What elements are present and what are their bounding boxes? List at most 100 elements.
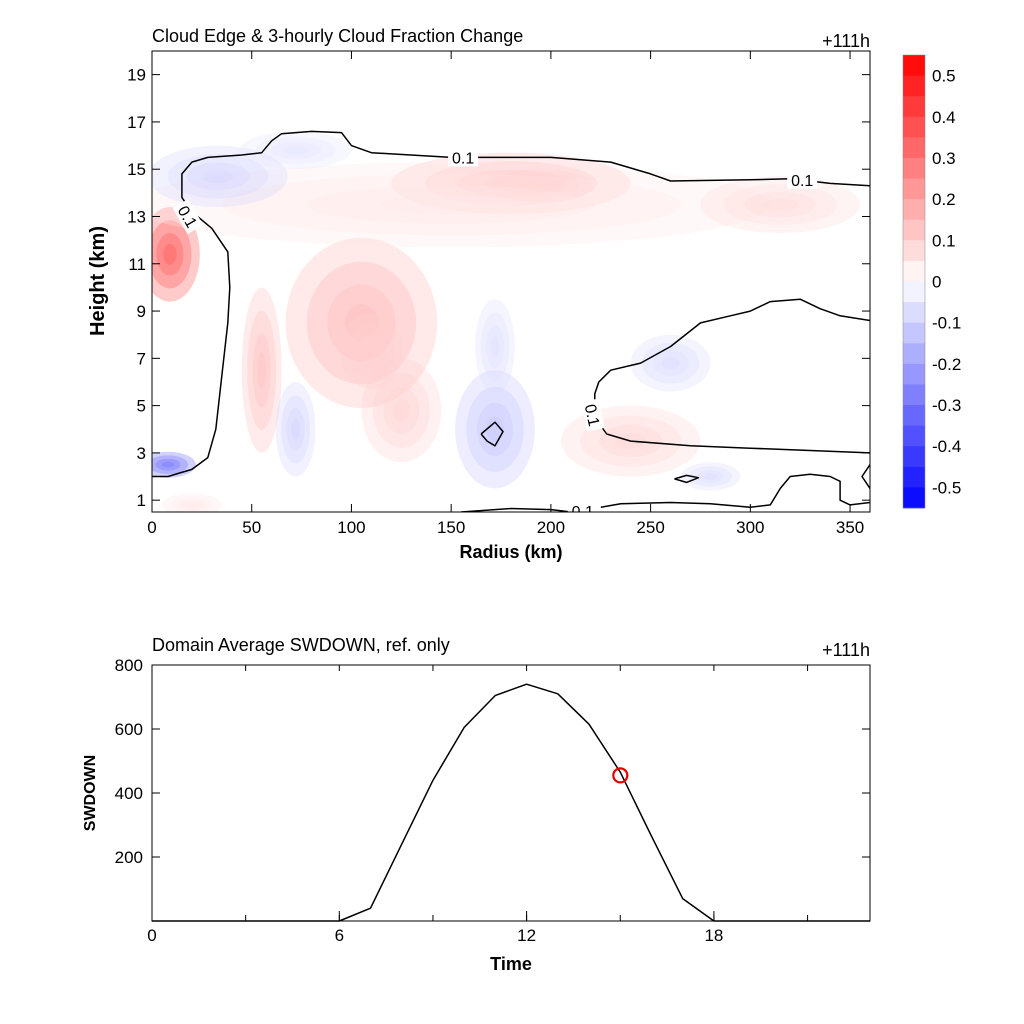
field-blob-5-1 bbox=[503, 173, 579, 198]
colorbar-label-4: 0.1 bbox=[932, 231, 956, 250]
field-blob-14-2 bbox=[270, 141, 321, 159]
line-chart-y-tick-label-1: 400 bbox=[115, 784, 143, 803]
field-blob-0-1 bbox=[306, 261, 416, 385]
contour-label-text-1: 0.1 bbox=[791, 173, 813, 190]
heatmap-y-tick-label-0: 1 bbox=[137, 491, 146, 510]
field-blob-7-0 bbox=[152, 162, 771, 248]
field-blob-11-2 bbox=[477, 402, 513, 456]
field-blob-10-3 bbox=[185, 502, 199, 508]
field-blob-5-2 bbox=[517, 178, 565, 194]
field-blob-13-2 bbox=[186, 162, 250, 191]
line-chart-frame bbox=[151, 664, 871, 922]
field-blob-4-1 bbox=[424, 161, 598, 206]
heatmap-x-tick-label-3: 150 bbox=[437, 518, 465, 537]
field-blob-6-1 bbox=[152, 220, 192, 289]
line-chart-x-tick-label-1: 6 bbox=[335, 926, 344, 945]
line-chart-y-tick-label-2: 600 bbox=[115, 720, 143, 739]
heatmap-title: Cloud Edge & 3-hourly Cloud Fraction Cha… bbox=[152, 26, 523, 46]
field-blob-1-3 bbox=[364, 342, 379, 360]
field-blob-4-3 bbox=[484, 176, 538, 191]
colorbar-segment-14 bbox=[903, 343, 925, 365]
line-chart-series bbox=[152, 683, 870, 922]
colorbar-label-2: 0.3 bbox=[932, 149, 956, 168]
heatmap-x-tick-label-1: 50 bbox=[242, 518, 261, 537]
heatmap-y-axis-label: Height (km) bbox=[87, 226, 109, 336]
field-blob-16-1 bbox=[281, 395, 310, 464]
line-chart-axes: 0 6 12 18 200 400 600 800 bbox=[115, 656, 870, 945]
field-blob-8-0 bbox=[700, 176, 861, 234]
heatmap-x-tick-label-7: 350 bbox=[836, 518, 864, 537]
colorbar-segment-17 bbox=[903, 405, 925, 427]
heatmap-x-tick-label-0: 0 bbox=[147, 518, 156, 537]
contour-line-2 bbox=[461, 507, 571, 512]
colorbar-segment-2 bbox=[903, 96, 925, 118]
heatmap-x-tick-label-6: 300 bbox=[736, 518, 764, 537]
line-chart-x-axis-label: Time bbox=[490, 954, 532, 974]
heatmap-x-tick-label-4: 200 bbox=[537, 518, 565, 537]
heatmap-y-tick-label-1: 3 bbox=[137, 444, 146, 463]
colorbar-segment-16 bbox=[903, 384, 925, 406]
field-blob-3-1 bbox=[247, 310, 277, 430]
field-blob-7-1 bbox=[221, 174, 681, 236]
line-chart-x-tick-label-2: 12 bbox=[517, 926, 536, 945]
heatmap-x-tick-label-5: 250 bbox=[636, 518, 664, 537]
field-blob-6-3 bbox=[163, 243, 177, 265]
line-chart-title: Domain Average SWDOWN, ref. only bbox=[152, 635, 450, 655]
colorbar-label-3: 0.2 bbox=[932, 190, 956, 209]
cloud-fraction-panel: Cloud Edge & 3-hourly Cloud Fraction Cha… bbox=[87, 26, 961, 562]
colorbar-segment-4 bbox=[903, 137, 925, 159]
line-chart-x-tick-label-3: 18 bbox=[704, 926, 723, 945]
field-blob-16-0 bbox=[275, 382, 316, 477]
field-blob-17-0 bbox=[630, 334, 711, 392]
contour-label-text-0: 0.1 bbox=[452, 150, 474, 167]
field-blob-18-1 bbox=[688, 466, 732, 487]
line-chart-y-axis-label: SWDOWN bbox=[82, 755, 99, 831]
field-blob-10-1 bbox=[170, 496, 214, 512]
colorbar-segment-15 bbox=[903, 363, 925, 385]
colorbar-segment-6 bbox=[903, 178, 925, 200]
contour-label-3: 0.1 bbox=[581, 398, 605, 432]
line-chart-x-tick-label-0: 0 bbox=[147, 926, 156, 945]
field-blob-13-3 bbox=[202, 169, 234, 184]
field-blob-7-2 bbox=[307, 185, 595, 224]
heatmap-y-tick-label-5: 11 bbox=[128, 255, 146, 274]
heatmap-y-tick-label-8: 17 bbox=[127, 113, 146, 132]
field-blob-11-1 bbox=[466, 386, 524, 472]
heatmap-y-tick-label-2: 5 bbox=[137, 397, 146, 416]
heatmap-time-label: +111h bbox=[822, 31, 870, 51]
field-blob-15-1 bbox=[152, 455, 189, 475]
field-blob-12-0 bbox=[475, 299, 515, 394]
swdown-panel: Domain Average SWDOWN, ref. only +111h 0… bbox=[82, 635, 871, 974]
colorbar-label-0: 0.5 bbox=[932, 67, 956, 86]
field-blob-1-2 bbox=[357, 334, 386, 369]
field-blob-3-3 bbox=[257, 352, 267, 389]
field-blob-0-2 bbox=[327, 284, 396, 362]
colorbar-segment-8 bbox=[903, 219, 925, 241]
field-blob-17-2 bbox=[652, 350, 689, 376]
field-blob-18-0 bbox=[680, 462, 741, 491]
heatmap-y-tick-label-4: 9 bbox=[137, 302, 146, 321]
field-blob-2-1 bbox=[372, 372, 430, 448]
colorbar-segment-11 bbox=[903, 281, 925, 303]
field-blob-17-3 bbox=[661, 356, 680, 370]
contour-label-1: 0.1 bbox=[787, 170, 818, 190]
contour-line-0 bbox=[152, 130, 870, 478]
line-chart-time-label: +111h bbox=[822, 640, 870, 660]
field-blob-11-0 bbox=[455, 370, 535, 489]
heatmap-y-tick-label-9: 19 bbox=[127, 66, 146, 85]
contour-line-4 bbox=[480, 421, 504, 447]
field-blob-4-2 bbox=[457, 169, 565, 198]
field-blob-14-1 bbox=[255, 136, 336, 164]
heatmap-frame bbox=[151, 50, 871, 513]
field-blob-2-3 bbox=[392, 398, 411, 422]
field-blob-8-2 bbox=[744, 191, 817, 218]
colorbar-segment-20 bbox=[903, 466, 925, 488]
colorbar-label-6: -0.1 bbox=[932, 314, 961, 333]
contour-line-1 bbox=[594, 298, 870, 454]
field-blob-8-3 bbox=[762, 198, 798, 211]
field-blob-5-3 bbox=[529, 182, 553, 190]
line-chart-y-tick-label-0: 200 bbox=[115, 848, 143, 867]
contour-line-6 bbox=[861, 464, 870, 489]
contour-label-4: 0.1 bbox=[567, 501, 598, 512]
